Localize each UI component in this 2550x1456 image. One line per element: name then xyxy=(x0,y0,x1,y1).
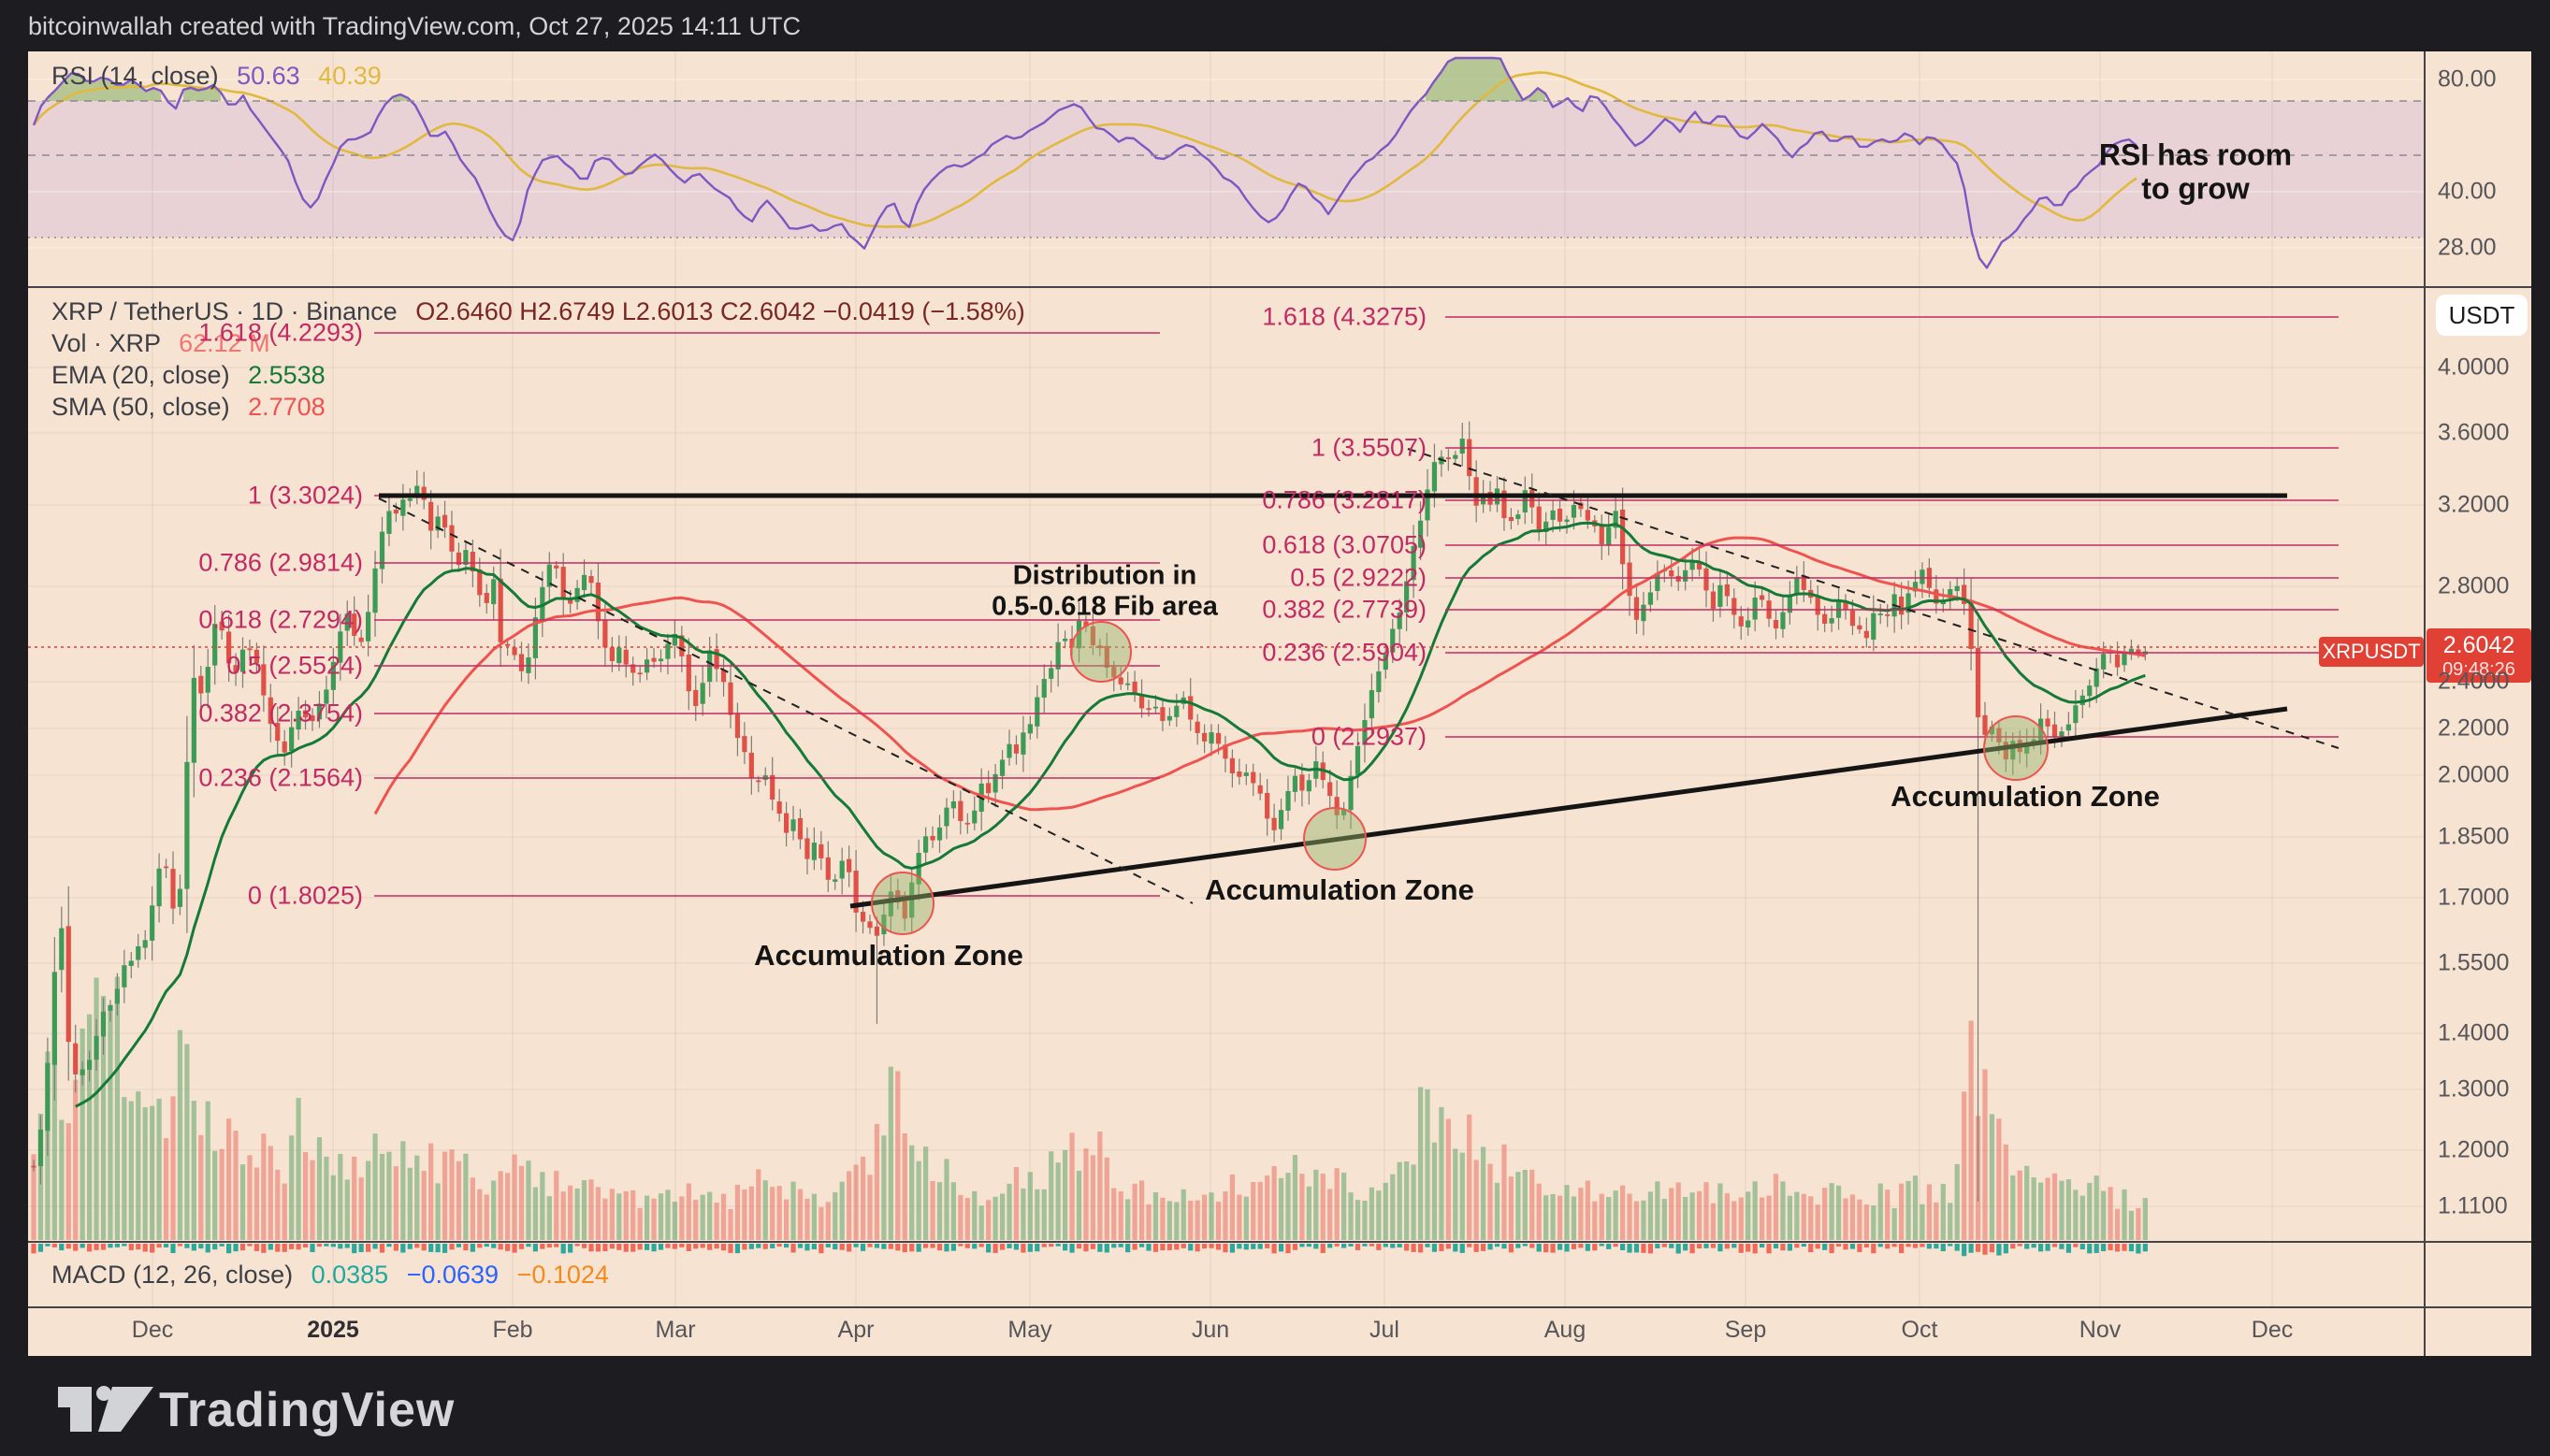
price-axis-tick[interactable]: 2.4000 xyxy=(2438,668,2510,695)
chart-annotation: Accumulation Zone xyxy=(1891,780,2160,813)
rsi-series xyxy=(28,56,2425,269)
tradingview-brand-text[interactable]: TradingView xyxy=(159,1383,456,1437)
time-axis-label[interactable]: Oct xyxy=(1901,1317,1938,1343)
price-axis-tick[interactable]: 2.2000 xyxy=(2438,714,2510,742)
chart-annotation: Distribution in xyxy=(1012,560,1197,591)
rsi-legend-label: RSI (14, close) xyxy=(51,62,219,90)
attribution-text: bitcoinwallah created with TradingView.c… xyxy=(28,12,801,40)
sma-legend[interactable]: SMA (50, close) 2.7708 xyxy=(51,393,326,422)
rsi-axis-tick[interactable]: 28.00 xyxy=(2438,234,2497,261)
sma-label: SMA (50, close) xyxy=(51,393,230,421)
price-axis-tick[interactable]: 1.2000 xyxy=(2438,1136,2510,1163)
price-axis-tick[interactable]: 3.6000 xyxy=(2438,419,2510,446)
panel-dividers xyxy=(28,51,2531,1356)
fib-retracement-1-label: 1.618 (4.2293) xyxy=(198,318,363,347)
volume-legend[interactable]: Vol · XRP 62.12 M xyxy=(51,329,270,358)
fib-retracement-2-label: 1 (3.5507) xyxy=(1311,433,1427,462)
zone-circles xyxy=(871,621,2049,935)
rsi-axis-tick[interactable]: 80.00 xyxy=(2438,65,2497,93)
fib-retracement-1-label: 0 (1.8025) xyxy=(247,881,363,910)
fib-retracement-1-label: 0.236 (2.1564) xyxy=(198,763,363,792)
price-axis-tick[interactable]: 1.5500 xyxy=(2438,949,2510,976)
fib-retracement-2 xyxy=(1445,316,2339,738)
rsi-ma-value: 40.39 xyxy=(318,62,382,90)
time-axis-label[interactable]: Nov xyxy=(2079,1317,2122,1343)
fib-retracement-2-label: 0.5 (2.9222) xyxy=(1290,563,1427,592)
macd-legend[interactable]: MACD (12, 26, close) 0.0385 −0.0639 −0.1… xyxy=(51,1261,609,1290)
countdown-timer: 09:48:26 xyxy=(2442,658,2515,680)
symbol-legend[interactable]: XRP / TetherUS · 1D · Binance O2.6460 H2… xyxy=(51,297,1025,326)
rsi-legend[interactable]: RSI (14, close) 50.63 40.39 xyxy=(51,62,382,91)
chart-annotation: Accumulation Zone xyxy=(754,939,1023,972)
fib-retracement-2-label: 0.786 (3.2817) xyxy=(1262,485,1427,514)
fib-retracement-1-label: 1 (3.3024) xyxy=(247,481,363,510)
last-price-value: 2.6042 xyxy=(2442,632,2515,658)
rsi-band xyxy=(28,101,2425,238)
time-axis-label[interactable]: 2025 xyxy=(307,1317,359,1343)
chart-annotation: 0.5-0.618 Fib area xyxy=(992,591,1218,622)
ema-legend[interactable]: EMA (20, close) 2.5538 xyxy=(51,361,326,390)
time-axis-label[interactable]: Sep xyxy=(1724,1317,1767,1343)
macd-value: 0.0385 xyxy=(311,1261,389,1289)
fib-retracement-2-label: 1.618 (4.3275) xyxy=(1262,302,1427,331)
macd-hist-value: −0.1024 xyxy=(516,1261,609,1289)
volume-value: 62.12 M xyxy=(179,329,270,357)
chart-annotation: Accumulation Zone xyxy=(1205,873,1474,906)
price-axis-tick[interactable]: 1.4000 xyxy=(2438,1019,2510,1046)
fib-retracement-2-label: 0 (2.2937) xyxy=(1311,722,1427,751)
time-axis-label[interactable]: Jun xyxy=(1191,1317,1230,1343)
fib-retracement-1-label: 0.382 (2.3754) xyxy=(198,699,363,728)
rsi-axis-tick[interactable]: 40.00 xyxy=(2438,178,2497,205)
ohlc-values: O2.6460 H2.6749 L2.6013 C2.6042 −0.0419 … xyxy=(415,297,1025,325)
macd-histogram xyxy=(31,1244,2148,1257)
fib-retracement-1-label: 0.786 (2.9814) xyxy=(198,548,363,577)
last-price-label: 2.6042 09:48:26 xyxy=(2427,628,2531,683)
fib-retracement-2-label: 0.236 (2.5904) xyxy=(1262,638,1427,667)
fib-retracement-2-label: 0.382 (2.7739) xyxy=(1262,595,1427,624)
chart-annotation: RSI has room xyxy=(2098,137,2293,172)
time-axis-label[interactable]: Feb xyxy=(492,1317,533,1343)
ema-label: EMA (20, close) xyxy=(51,361,230,389)
fib-retracement-1-label: 0.618 (2.7294) xyxy=(198,605,363,634)
price-axis-tick[interactable]: 1.3000 xyxy=(2438,1075,2510,1103)
time-axis-label[interactable]: Aug xyxy=(1543,1317,1587,1343)
usdt-currency-button[interactable]: USDT xyxy=(2436,295,2528,336)
symbol-title: XRP / TetherUS · 1D · Binance xyxy=(51,297,398,325)
time-axis-label[interactable]: Dec xyxy=(2251,1317,2294,1343)
gridlines xyxy=(28,51,2425,1307)
volume-label: Vol · XRP xyxy=(51,329,161,357)
price-axis-tick[interactable]: 1.7000 xyxy=(2438,884,2510,911)
time-axis-label[interactable]: May xyxy=(1007,1317,1052,1343)
ema-value: 2.5538 xyxy=(248,361,326,389)
symbol-price-tag: XRPUSDT xyxy=(2319,637,2424,667)
tradingview-logo-icon[interactable] xyxy=(54,1384,157,1434)
fib-retracement-2-label: 0.618 (3.0705) xyxy=(1262,530,1427,559)
time-axis-label[interactable]: Dec xyxy=(131,1317,174,1343)
sma-value: 2.7708 xyxy=(248,393,326,421)
price-axis-tick[interactable]: 3.2000 xyxy=(2438,491,2510,518)
candlesticks xyxy=(31,421,2148,1202)
time-axis-label[interactable]: Jul xyxy=(1369,1317,1399,1343)
macd-label: MACD (12, 26, close) xyxy=(51,1261,294,1289)
price-axis-tick[interactable]: 2.8000 xyxy=(2438,572,2510,599)
time-axis-label[interactable]: Mar xyxy=(655,1317,696,1343)
fib-retracement-1-label: 0.5 (2.5524) xyxy=(226,651,363,680)
price-axis-tick[interactable]: 4.0000 xyxy=(2438,353,2510,381)
macd-signal-value: −0.0639 xyxy=(406,1261,500,1289)
chart-annotation: to grow xyxy=(2141,171,2250,206)
volume-bars xyxy=(31,976,2148,1240)
price-axis-tick[interactable]: 1.8500 xyxy=(2438,823,2510,850)
price-axis-tick[interactable]: 1.1100 xyxy=(2438,1192,2508,1219)
rsi-value: 50.63 xyxy=(237,62,300,90)
time-axis-label[interactable]: Apr xyxy=(837,1317,875,1343)
price-axis-tick[interactable]: 2.0000 xyxy=(2438,761,2510,788)
moving-averages xyxy=(75,521,2146,1108)
